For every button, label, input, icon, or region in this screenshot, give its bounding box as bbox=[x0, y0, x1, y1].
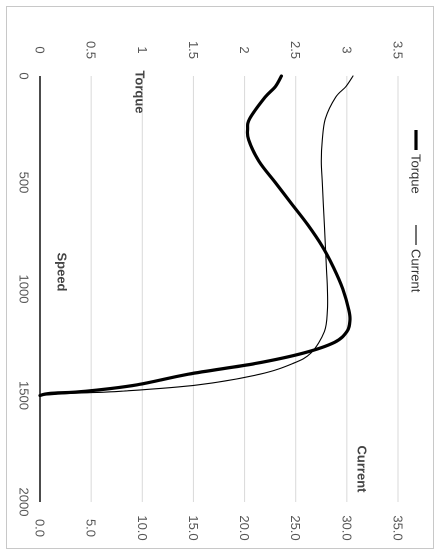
series-line-torque bbox=[38, 74, 352, 398]
speed-tick-label: 1500 bbox=[17, 381, 32, 410]
speed-tick-label: 0 bbox=[17, 72, 32, 79]
speed-tick-label: 1000 bbox=[17, 275, 32, 304]
torque-tick-label: 3 bbox=[339, 46, 354, 53]
torque-tick-label: 1.5 bbox=[186, 41, 201, 59]
current-tick-label: 5.0 bbox=[84, 519, 99, 537]
current-tick-label: 0.0 bbox=[33, 519, 48, 537]
speed-tick-label: 500 bbox=[17, 172, 32, 194]
torque-tick-label: 0.5 bbox=[84, 41, 99, 59]
speed-axis-title: Speed bbox=[55, 252, 70, 291]
series-line-current bbox=[39, 75, 354, 397]
speed-axis-ticks: 0 500 1000 1500 2000 bbox=[17, 72, 32, 516]
current-tick-label: 30.0 bbox=[339, 515, 354, 540]
torque-tick-label: 2.5 bbox=[288, 41, 303, 59]
legend-label-current: Current bbox=[409, 249, 424, 293]
legend-label-torque: Torque bbox=[409, 154, 424, 194]
current-tick-label: 10.0 bbox=[135, 515, 150, 540]
torque-tick-label: 0 bbox=[33, 46, 48, 53]
torque-tick-label: 2 bbox=[237, 46, 252, 53]
speed-tick-label: 2000 bbox=[17, 488, 32, 517]
torque-axis-title: Torque bbox=[133, 70, 148, 113]
gridlines bbox=[90, 76, 399, 502]
torque-axis-ticks: 0 0.5 1 1.5 2 2.5 3 3.5 bbox=[33, 41, 406, 59]
current-axis-ticks: 0.0 5.0 10.0 15.0 20.0 25.0 30.0 35.0 bbox=[33, 515, 406, 540]
legend: Torque Current bbox=[409, 130, 424, 293]
torque-tick-label: 1 bbox=[135, 46, 150, 53]
current-tick-label: 35.0 bbox=[391, 515, 406, 540]
series-group bbox=[38, 74, 354, 398]
current-tick-label: 15.0 bbox=[186, 515, 201, 540]
current-tick-label: 20.0 bbox=[237, 515, 252, 540]
current-axis-title: Current bbox=[355, 446, 370, 494]
current-tick-label: 25.0 bbox=[288, 515, 303, 540]
chart-frame bbox=[6, 6, 434, 549]
torque-tick-label: 3.5 bbox=[391, 41, 406, 59]
